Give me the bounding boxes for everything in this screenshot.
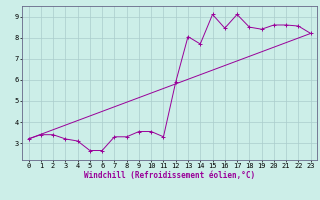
X-axis label: Windchill (Refroidissement éolien,°C): Windchill (Refroidissement éolien,°C) (84, 171, 255, 180)
